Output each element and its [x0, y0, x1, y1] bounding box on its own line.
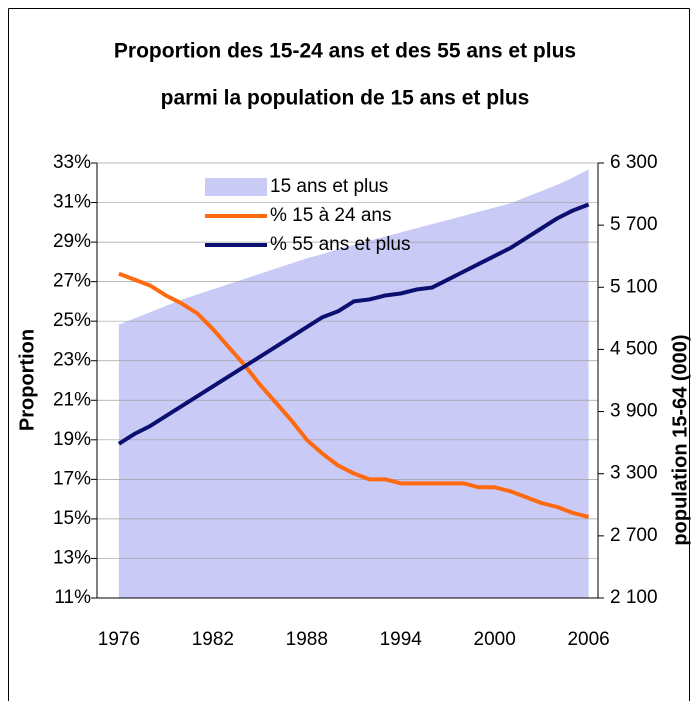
x-tick-label: 1976	[98, 629, 140, 650]
chart-title: parmi la population de 15 ans et plus	[161, 87, 530, 110]
y-tick-label: 19%	[53, 429, 91, 450]
line	[118, 271, 590, 519]
y2-tick-label: 2 100	[610, 587, 658, 608]
y-tick-label: 27%	[53, 271, 91, 292]
y2-tick-label: 3 900	[610, 401, 658, 422]
x-tick-label: 1988	[286, 629, 328, 650]
y-tick-label: 25%	[53, 310, 91, 331]
y2-tick-label: 3 300	[610, 463, 658, 484]
chart-title: Proportion des 15-24 ans et des 55 ans e…	[114, 40, 576, 63]
x-tick-label: 2000	[474, 629, 516, 650]
area	[118, 169, 589, 598]
y-tick-label: 11%	[54, 587, 91, 608]
y2-tick-label: 4 500	[610, 338, 658, 359]
x-tick-label: 2006	[567, 629, 609, 650]
y2-tick-label: 5 100	[610, 276, 658, 297]
y2-tick-label: 5 700	[610, 214, 658, 235]
y2-tick-label: 2 700	[610, 525, 658, 546]
legend-swatch	[205, 178, 267, 196]
y2-tick-label: 6 300	[610, 152, 658, 173]
y-tick-label: 23%	[53, 350, 91, 371]
legend-label: % 15 à 24 ans	[270, 205, 391, 226]
y-tick-label: 33%	[53, 152, 91, 173]
y-tick-label: 21%	[53, 389, 91, 410]
y-tick-label: 29%	[53, 231, 91, 252]
y-tick-label: 13%	[53, 547, 91, 568]
legend-label: 15 ans et plus	[270, 176, 388, 197]
x-tick-label: 1994	[380, 629, 423, 650]
x-tick-label: 1982	[192, 629, 234, 650]
y-tick-label: 31%	[53, 192, 91, 213]
y2-axis-label: population 15-64 (000)	[669, 334, 691, 545]
line	[117, 202, 590, 446]
y-axis-label: Proportion	[16, 329, 38, 431]
y-tick-label: 17%	[53, 468, 91, 489]
legend-label: % 55 ans et plus	[270, 234, 410, 255]
y-tick-label: 15%	[53, 508, 91, 529]
